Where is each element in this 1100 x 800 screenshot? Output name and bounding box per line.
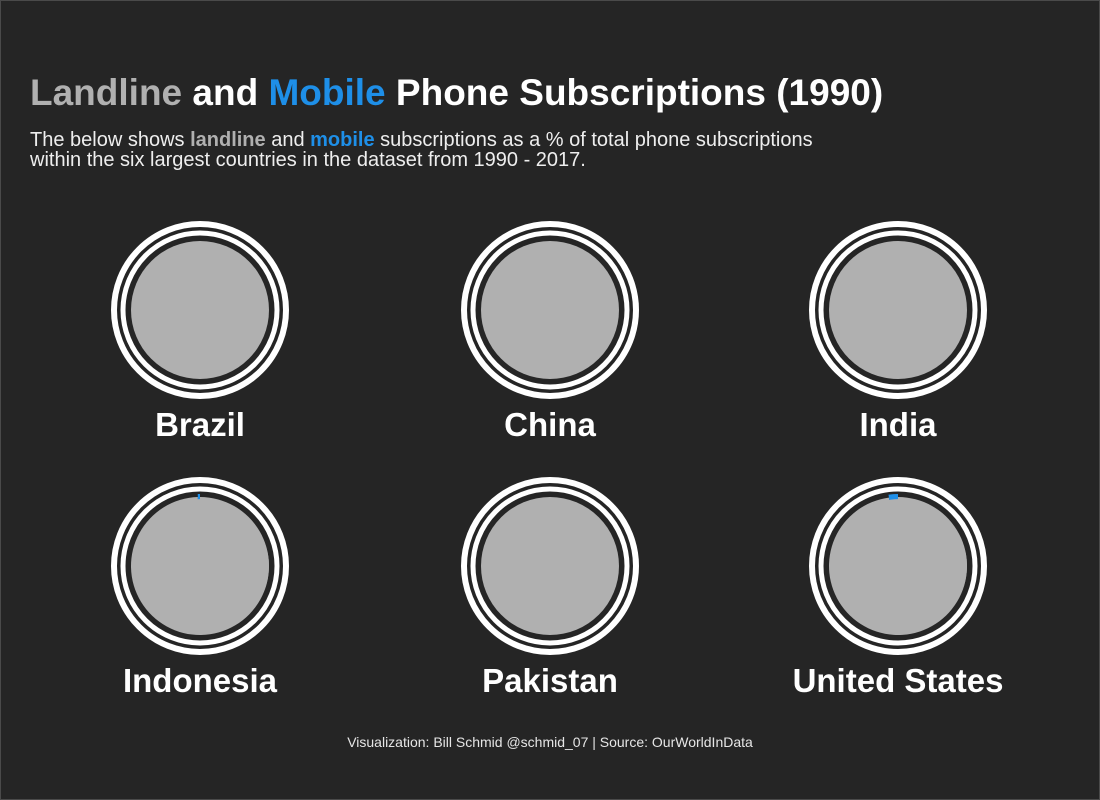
inner-ring-pakistan [470,486,630,646]
title-rest: Phone Subscriptions (1990) [385,72,884,113]
landline-face-united-states [833,499,967,633]
inner-ring-united-states [818,486,978,646]
caption: Visualization: Bill Schmid @schmid_07 | … [347,734,753,750]
subtitle-landline: landline [190,129,266,151]
outer-ring-china [461,221,639,399]
landline-face-indonesia [135,499,269,633]
subtitle-text-c: and [265,129,311,151]
title-and: and [182,72,269,113]
inner-ring-brazil [120,230,280,390]
inner-ring-india [818,230,978,390]
subtitle-line-2: within the six largest countries in the … [30,149,586,171]
country-label-indonesia: Indonesia [123,662,278,699]
country-label-pakistan: Pakistan [482,662,618,699]
outer-ring-pakistan [461,477,639,655]
country-label-united-states: United States [793,662,1004,699]
outer-ring-brazil [111,221,289,399]
country-label-india: India [859,406,937,443]
outer-ring-united-states [809,477,987,655]
landline-slice-china [481,241,619,379]
subtitle-text-e: subscriptions as a % of total phone subs… [374,129,813,151]
inner-ring-china [470,230,630,390]
country-label-brazil: Brazil [155,406,245,443]
title-mobile: Mobile [268,72,386,113]
outer-ring-india [809,221,987,399]
chart-subtitle: The below shows landline and mobile subs… [30,130,930,170]
landline-slice-india [829,241,967,379]
subtitle-mobile: mobile [310,129,375,151]
pie-grid: Brazil China India Indonesia Pakistan United … [111,221,1004,699]
landline-slice-pakistan [481,497,619,635]
subtitle-text-a: The below shows [30,129,191,151]
chart-title: Landline and Mobile Phone Subscriptions … [30,74,883,111]
subtitle-line-1: The below shows landline and mobile subs… [30,130,930,150]
landline-slice-brazil [131,241,269,379]
outer-ring-indonesia [111,477,289,655]
country-label-china: China [504,406,596,443]
inner-ring-indonesia [120,486,280,646]
title-landline: Landline [30,72,183,113]
